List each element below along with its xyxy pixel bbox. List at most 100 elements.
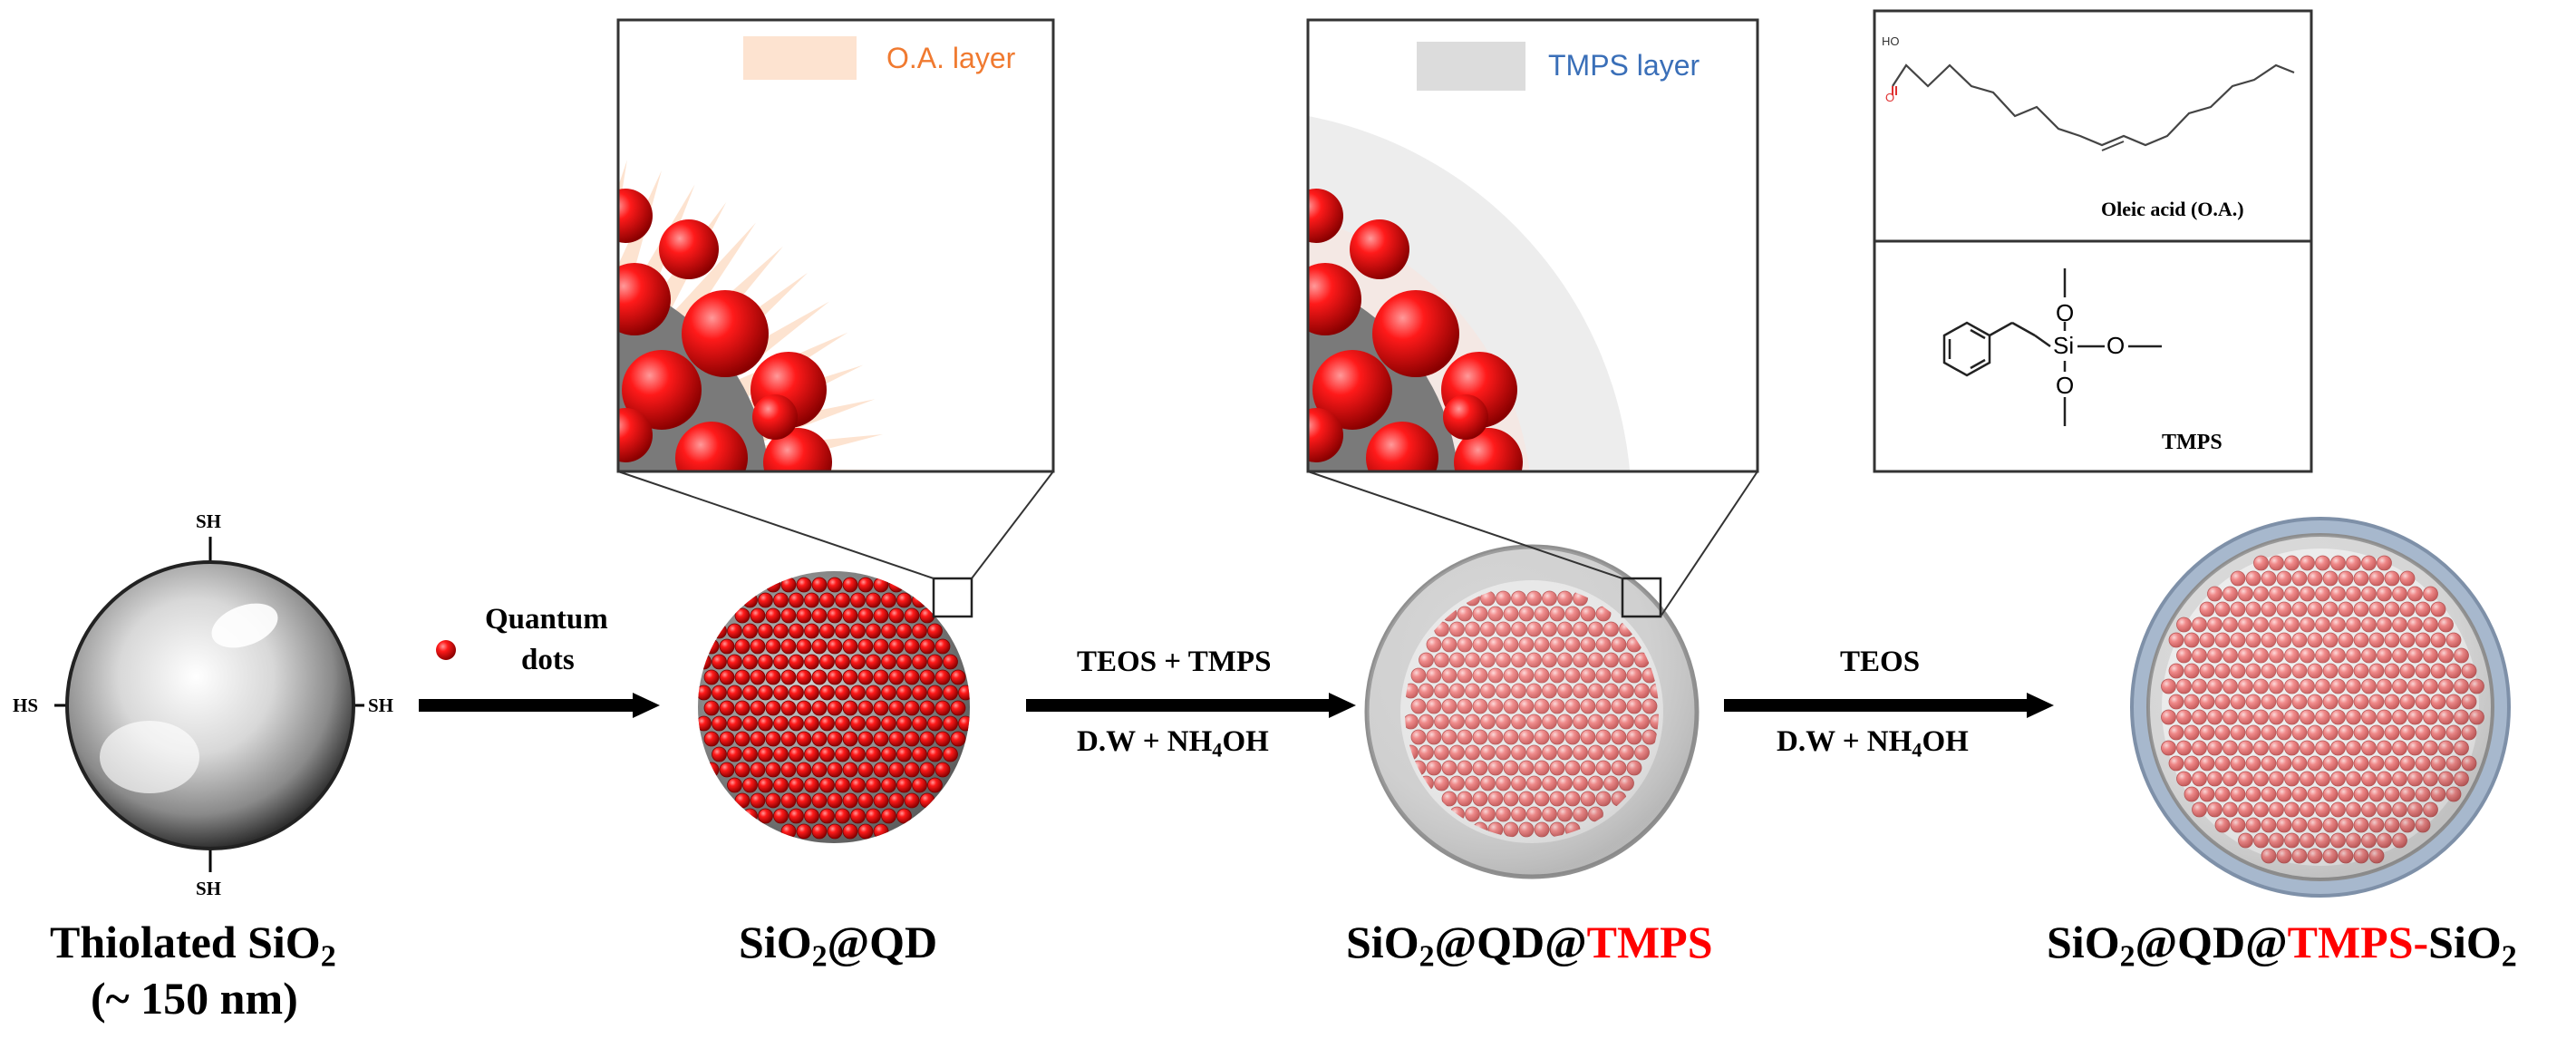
quantum-dot (703, 638, 720, 655)
quantum-dot (789, 777, 804, 793)
quantum-dot (618, 408, 653, 462)
step2-reagents-above: TEOS + TMPS (1077, 646, 1272, 678)
quantum-dot (804, 623, 819, 639)
quantum-dot (827, 823, 843, 840)
quantum-dot (734, 669, 751, 685)
quantum-dot (835, 808, 850, 824)
oleic-acid-ligand (541, 150, 561, 273)
quantum-dot (866, 808, 881, 824)
quantum-dot (758, 808, 773, 824)
step1-reagent-line1: Quantum (485, 603, 608, 636)
quantum-dot (765, 607, 781, 624)
quantum-dot (866, 715, 881, 732)
quantum-dot (780, 577, 797, 593)
oa-layer-inset (541, 18, 1055, 579)
quantum-dot (719, 731, 735, 747)
quantum-dot (950, 700, 966, 716)
quantum-dot (811, 607, 828, 624)
quantum-dot (850, 654, 866, 670)
product3-name: SiO2@QD@TMPS-SiO2 (2047, 917, 2517, 974)
quantum-dot (835, 715, 850, 732)
quantum-dot (819, 777, 835, 793)
quantum-dot (866, 623, 881, 639)
thiolated-silica-sphere (54, 537, 364, 872)
oleic-acid-ligand (565, 153, 592, 276)
quantum-dot (742, 623, 758, 639)
quantum-dot (827, 638, 843, 655)
quantum-dot (682, 290, 769, 377)
quantum-dot (773, 746, 789, 762)
quantum-dot (819, 623, 835, 639)
starting-material-name: Thiolated SiO2 (50, 917, 336, 974)
quantum-dot (835, 654, 850, 670)
quantum-dot (804, 808, 819, 824)
quantum-dot (912, 685, 927, 701)
quantum-dot (727, 746, 742, 762)
quantum-dot (850, 623, 866, 639)
oa-legend-label: O.A. layer (886, 42, 1016, 74)
quantum-dot (765, 731, 781, 747)
quantum-dot (888, 762, 905, 778)
arrow-step-1 (419, 693, 660, 718)
quantum-dot (873, 669, 889, 685)
quantum-dot (1312, 350, 1392, 430)
quantum-dot (896, 715, 912, 732)
quantum-dot (750, 607, 766, 624)
quantum-dot (811, 762, 828, 778)
quantum-dot (796, 638, 812, 655)
quantum-dot (904, 792, 920, 809)
quantum-dot (842, 669, 858, 685)
quantum-dot (758, 592, 773, 608)
quantum-dot (943, 685, 958, 701)
quantum-dot (857, 700, 874, 716)
quantum-dot (888, 731, 905, 747)
quantum-dot (866, 592, 881, 608)
quantum-dot (904, 607, 920, 624)
quantum-dot (935, 638, 951, 655)
quantum-dot (827, 792, 843, 809)
quantum-dot (1308, 189, 1343, 243)
quantum-dot (712, 623, 727, 639)
quantum-dot (773, 654, 789, 670)
quantum-dot (857, 823, 874, 840)
quantum-dot (727, 623, 742, 639)
quantum-dot (842, 823, 858, 840)
quantum-dot (857, 762, 874, 778)
quantum-dot (1350, 219, 1409, 279)
quantum-dot (912, 715, 927, 732)
quantum-dot (703, 731, 720, 747)
quantum-dot (618, 189, 653, 243)
quantum-dot (927, 685, 943, 701)
quantum-dot (958, 715, 970, 732)
quantum-dot (750, 700, 766, 716)
quantum-dot (742, 777, 758, 793)
quantum-dot (927, 746, 943, 762)
quantum-dot (780, 700, 797, 716)
quantum-dot (888, 607, 905, 624)
quantum-dot (935, 669, 951, 685)
quantum-dot (819, 746, 835, 762)
quantum-dot (912, 654, 927, 670)
quantum-dot (618, 263, 671, 335)
quantum-dot (789, 623, 804, 639)
quantum-dot (773, 777, 789, 793)
quantum-dot (881, 808, 896, 824)
tmps-o-right-label: O (2106, 332, 2126, 359)
quantum-dot (796, 577, 812, 593)
quantum-dot (765, 762, 781, 778)
quantum-dot (904, 731, 920, 747)
quantum-dot (850, 592, 866, 608)
chemical-structures-box (1873, 9, 2313, 473)
quantum-dot (827, 700, 843, 716)
quantum-dot (866, 746, 881, 762)
quantum-dot (765, 638, 781, 655)
quantum-dot (796, 762, 812, 778)
quantum-dot (789, 808, 804, 824)
quantum-dot (750, 638, 766, 655)
quantum-dot (742, 592, 758, 608)
quantum-dot (888, 700, 905, 716)
quantum-dot (927, 623, 943, 639)
quantum-dot (943, 654, 958, 670)
quantum-dot (919, 669, 935, 685)
